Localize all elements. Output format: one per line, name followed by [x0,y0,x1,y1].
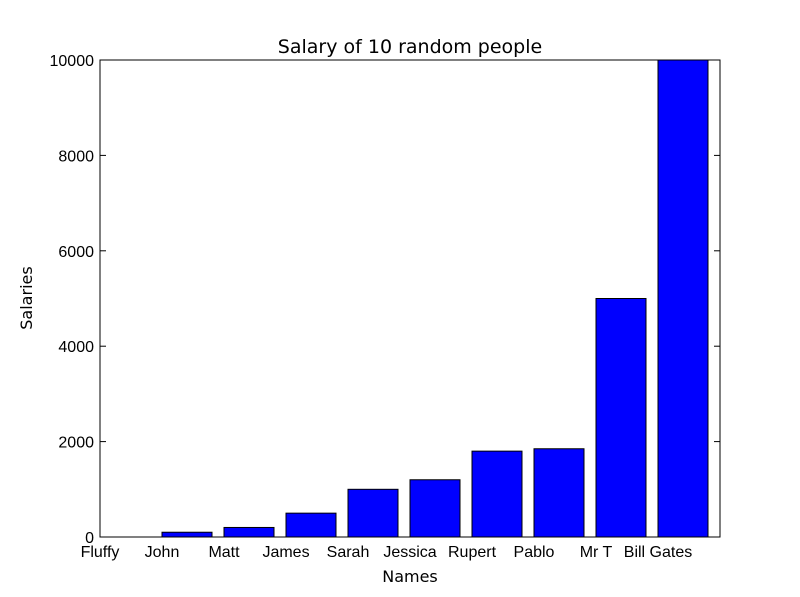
x-tick-label: Rupert [448,544,497,561]
y-tick-label: 6000 [58,244,94,261]
x-tick-label: Matt [208,544,240,561]
x-tick-label: Pablo [514,544,555,561]
x-tick-label: Jessica [383,544,436,561]
y-tick-label: 0 [85,530,94,547]
x-tick-label: Bill Gates [624,544,692,561]
y-tick-label: 2000 [58,435,94,452]
bar-bill-gates [657,59,709,538]
bar-pablo [533,448,585,538]
x-tick-label: Mr T [580,544,613,561]
y-tick-label: 8000 [58,148,94,165]
y-tick-label: 10000 [50,53,95,70]
chart-title: Salary of 10 random people [278,36,542,58]
bar-jessica [409,479,461,538]
x-tick-label: James [262,544,309,561]
bars-group [161,59,709,538]
plot-frame [99,59,721,538]
bar-james [285,512,337,538]
bar-matt [223,526,275,538]
x-tick-label: John [145,544,180,561]
y-tick-label: 4000 [58,339,94,356]
bar-mr-t [595,298,647,538]
x-tick-label: Sarah [327,544,370,561]
y-axis-ticks: 0 2000 4000 6000 8000 10000 [50,53,720,547]
x-tick-label: Fluffy [81,544,120,561]
x-axis-ticks: Fluffy John Matt James Sarah Jessica Rupert Pab… [81,532,692,561]
bar-rupert [471,450,523,538]
bar-sarah [347,488,399,538]
bar-john [161,531,213,538]
y-axis-title: Salaries [17,266,36,329]
x-axis-title: Names [382,567,438,586]
